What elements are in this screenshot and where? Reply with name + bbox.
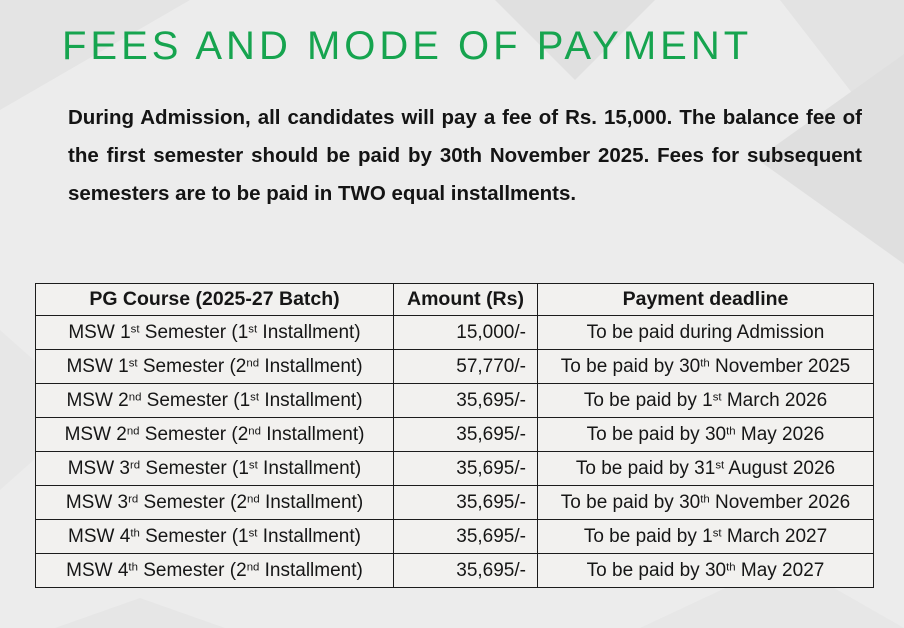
ordinal-sup: th <box>726 424 736 437</box>
table-row: MSW 3rd Semester (2nd Installment) 35,69… <box>35 485 874 520</box>
amount-cell: 35,695/- <box>393 383 538 418</box>
deadline-cell: To be paid by 30th November 2025 <box>537 349 874 384</box>
ordinal-sup: nd <box>128 390 142 403</box>
ordinal-sup: st <box>712 526 722 539</box>
ordinal-sup: st <box>248 526 258 539</box>
table-row: MSW 4th Semester (2nd Installment) 35,69… <box>35 553 874 588</box>
amount-cell: 35,695/- <box>393 451 538 486</box>
table-row: MSW 1st Semester (1st Installment) 15,00… <box>35 315 874 350</box>
intro-line-2: the first semester should be paid by 30t… <box>68 144 862 167</box>
fees-table: PG Course (2025-27 Batch) Amount (Rs) Pa… <box>35 283 874 588</box>
course-cell: MSW 3rd Semester (2nd Installment) <box>35 485 394 520</box>
ordinal-sup: st <box>712 390 722 403</box>
course-cell: MSW 4th Semester (1st Installment) <box>35 519 394 554</box>
course-cell: MSW 1st Semester (1st Installment) <box>35 315 394 350</box>
ordinal-sup: nd <box>248 424 261 437</box>
ordinal-sup: st <box>715 458 725 471</box>
ordinal-sup: st <box>128 356 138 369</box>
ordinal-sup: th <box>700 356 710 369</box>
ordinal-sup: th <box>726 560 736 573</box>
deadline-cell: To be paid by 30th May 2026 <box>537 417 874 452</box>
table-row: MSW 3rd Semester (1st Installment) 35,69… <box>35 451 874 486</box>
amount-cell: 57,770/- <box>393 349 538 384</box>
ordinal-sup: th <box>700 492 710 505</box>
course-cell: MSW 2nd Semester (2nd Installment) <box>35 417 394 452</box>
page-title: FEES AND MODE OF PAYMENT <box>62 24 753 68</box>
ordinal-sup: rd <box>128 492 139 505</box>
background-facet <box>55 598 225 628</box>
ordinal-sup: nd <box>247 492 260 505</box>
amount-cell: 35,695/- <box>393 485 538 520</box>
ordinal-sup: st <box>250 390 260 403</box>
table-header-row: PG Course (2025-27 Batch) Amount (Rs) Pa… <box>35 283 874 316</box>
deadline-cell: To be paid by 30th May 2027 <box>537 553 874 588</box>
ordinal-sup: nd <box>126 424 140 437</box>
amount-cell: 15,000/- <box>393 315 538 350</box>
deadline-cell: To be paid by 1st March 2027 <box>537 519 874 554</box>
amount-cell: 35,695/- <box>393 553 538 588</box>
ordinal-sup: th <box>128 560 138 573</box>
table-row: MSW 2nd Semester (1st Installment) 35,69… <box>35 383 874 418</box>
amount-cell: 35,695/- <box>393 417 538 452</box>
ordinal-sup: st <box>130 322 140 335</box>
header-amount: Amount (Rs) <box>393 283 538 316</box>
table-row: MSW 2nd Semester (2nd Installment) 35,69… <box>35 417 874 452</box>
deadline-cell: To be paid by 1st March 2026 <box>537 383 874 418</box>
header-course: PG Course (2025-27 Batch) <box>35 283 394 316</box>
ordinal-sup: th <box>130 526 140 539</box>
ordinal-sup: st <box>248 458 258 471</box>
course-cell: MSW 4th Semester (2nd Installment) <box>35 553 394 588</box>
course-cell: MSW 3rd Semester (1st Installment) <box>35 451 394 486</box>
intro-paragraph: During Admission, all candidates will pa… <box>68 99 862 213</box>
ordinal-sup: nd <box>246 356 260 369</box>
ordinal-sup: nd <box>246 560 260 573</box>
amount-cell: 35,695/- <box>393 519 538 554</box>
ordinal-sup: st <box>248 322 258 335</box>
course-cell: MSW 1st Semester (2nd Installment) <box>35 349 394 384</box>
intro-line-1: During Admission, all candidates will pa… <box>68 106 862 129</box>
ordinal-sup: rd <box>130 458 141 471</box>
header-deadline: Payment deadline <box>537 283 874 316</box>
course-cell: MSW 2nd Semester (1st Installment) <box>35 383 394 418</box>
table-row: MSW 4th Semester (1st Installment) 35,69… <box>35 519 874 554</box>
intro-line-3: semesters are to be paid in TWO equal in… <box>68 182 577 205</box>
deadline-cell: To be paid during Admission <box>537 315 874 350</box>
deadline-cell: To be paid by 30th November 2026 <box>537 485 874 520</box>
fees-table-body: MSW 1st Semester (1st Installment) 15,00… <box>35 315 874 588</box>
table-row: MSW 1st Semester (2nd Installment) 57,77… <box>35 349 874 384</box>
deadline-cell: To be paid by 31st August 2026 <box>537 451 874 486</box>
